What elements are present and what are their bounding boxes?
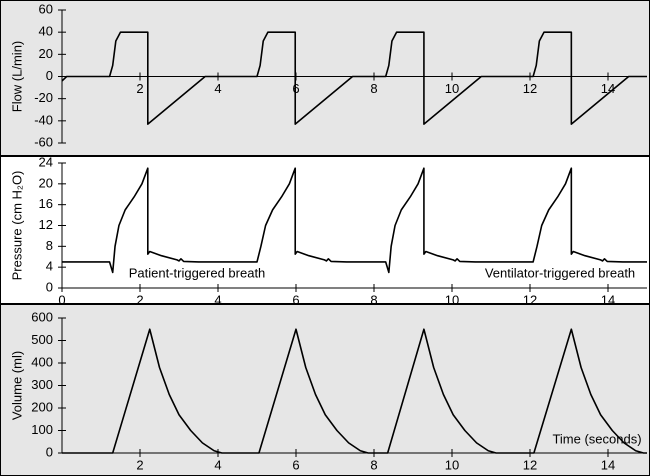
y-tick-label: 16 [39,196,53,211]
data-line [62,328,647,454]
x-tick-label: 0 [58,292,65,307]
x-tick-label: 8 [370,81,377,96]
y-tick-label: 400 [31,354,53,369]
y-axis-label: Pressure (cm H₂O) [9,171,24,281]
y-tick-label: 8 [46,238,53,253]
y-tick-label: 60 [39,1,53,16]
y-tick-label: 0 [46,68,53,83]
y-tick-label: 0 [46,444,53,459]
x-tick-label: 14 [601,457,615,472]
y-tick-label: 100 [31,422,53,437]
y-tick-label: 20 [39,46,53,61]
x-tick-label: 14 [601,292,615,307]
y-tick-label: 20 [39,175,53,190]
y-tick-label: 12 [39,217,53,232]
panel-background [0,304,650,476]
y-tick-label: -40 [34,112,53,127]
x-tick-label: 2 [136,292,143,307]
x-tick-label: 8 [370,457,377,472]
x-tick-label: 4 [214,457,221,472]
y-tick-label: 600 [31,309,53,324]
data-line [62,167,647,274]
panel-background [0,156,650,304]
y-tick-label: 500 [31,332,53,347]
y-tick-label: 300 [31,377,53,392]
x-axis-label: Time (seconds) [552,431,641,446]
y-tick-label: 200 [31,399,53,414]
x-tick-label: 6 [292,292,299,307]
data-line [61,31,647,125]
x-tick-label: 2 [136,81,143,96]
x-tick-label: 8 [370,292,377,307]
x-tick-label: 10 [445,292,459,307]
y-tick-label: -60 [34,134,53,149]
y-tick-label: 0 [46,279,53,294]
x-tick-label: 14 [601,81,615,96]
x-tick-label: 2 [136,457,143,472]
annotation: Patient-triggered breath [129,265,266,280]
panel-background [0,0,650,156]
y-tick-label: 4 [46,259,53,274]
x-tick-label: 12 [523,292,537,307]
x-tick-label: 4 [214,81,221,96]
x-tick-label: 12 [523,81,537,96]
x-tick-label: 10 [445,81,459,96]
x-tick-label: 12 [523,457,537,472]
x-tick-label: 4 [214,292,221,307]
x-tick-label: 6 [292,457,299,472]
y-tick-label: 24 [39,154,53,169]
y-tick-label: -20 [34,90,53,105]
annotation: Ventilator-triggered breath [485,265,635,280]
y-axis-label: Volume (ml) [9,351,24,420]
x-tick-label: 10 [445,457,459,472]
y-tick-label: 40 [39,24,53,39]
y-axis-label: Flow (L/min) [9,41,24,113]
